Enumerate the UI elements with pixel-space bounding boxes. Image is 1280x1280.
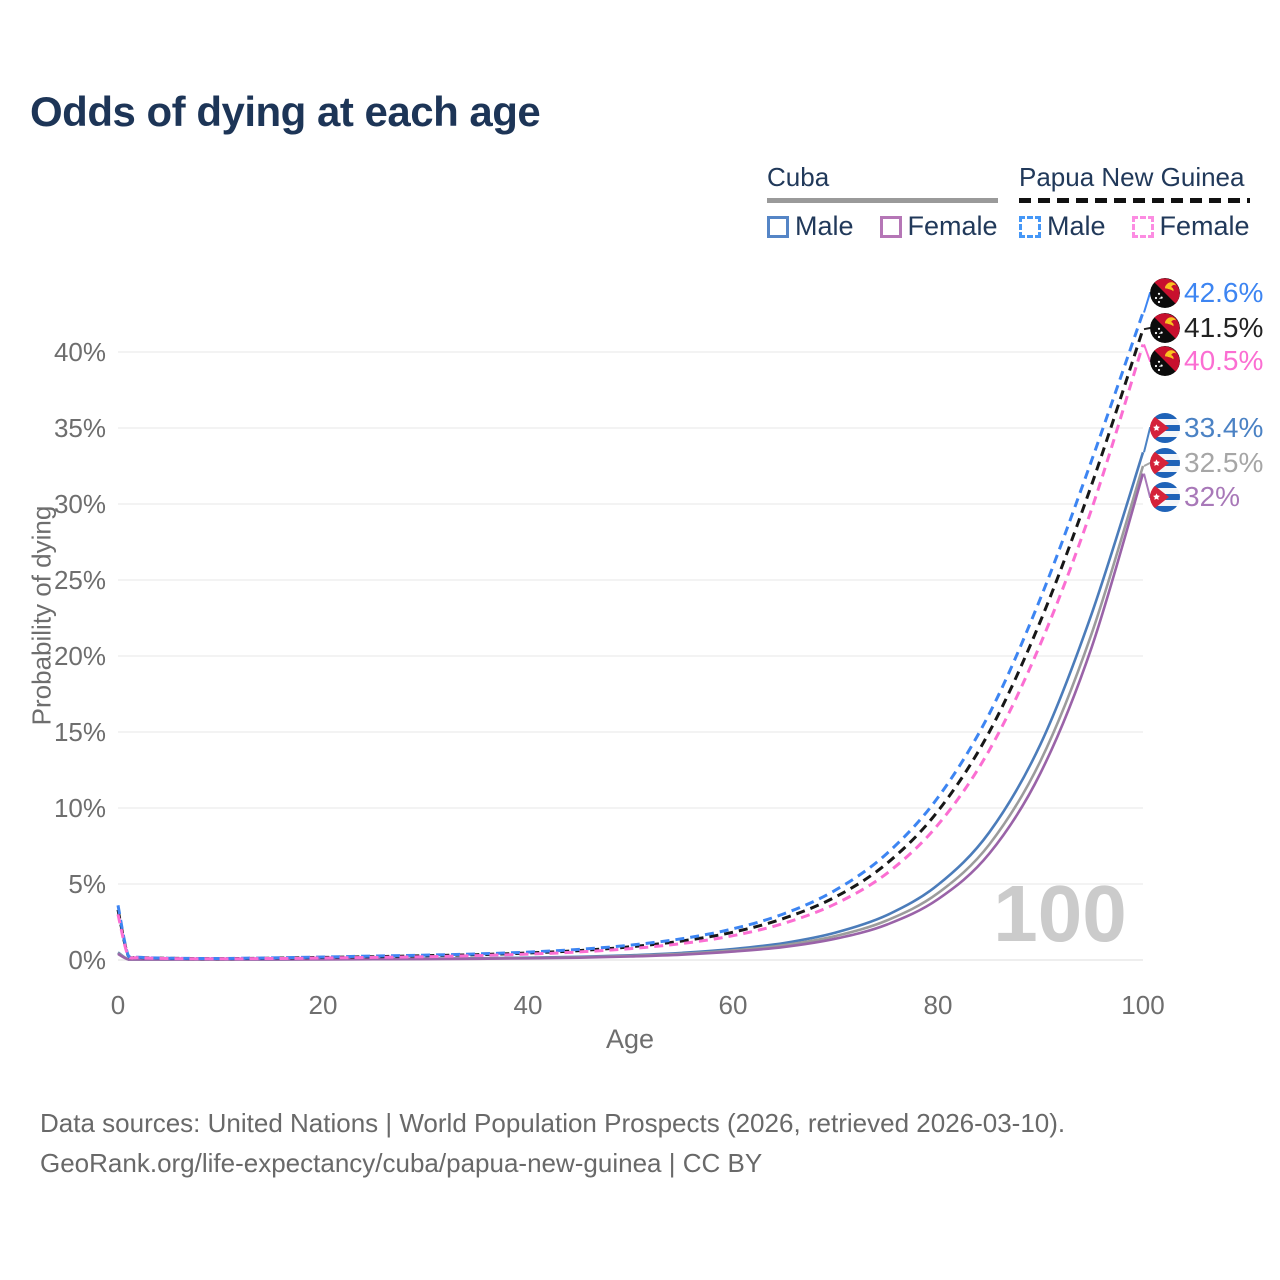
y-tick-label: 35% — [53, 413, 106, 443]
end-label-cuba-male: 33.4% — [1150, 412, 1263, 444]
legend-title-cuba: Cuba — [767, 162, 830, 192]
x-tick-label: 40 — [513, 990, 543, 1020]
png-female-swatch-icon — [1131, 215, 1154, 238]
y-tick-label: 40% — [53, 337, 106, 367]
legend-underline-png-dashed — [1019, 198, 1250, 203]
x-tick-label: 20 — [308, 990, 338, 1020]
watermark-age-100: 100 — [993, 869, 1127, 958]
x-axis-title: Age — [605, 1024, 655, 1054]
y-tick-label: 25% — [53, 565, 106, 595]
legend-item-cuba-male[interactable]: Male — [767, 211, 854, 242]
end-label-cuba-female: 32% — [1150, 481, 1240, 513]
end-label-value: 40.5% — [1184, 345, 1264, 376]
y-tick-label: 5% — [68, 869, 106, 899]
x-tick-label: 100 — [1121, 990, 1165, 1020]
end-label-value: 32.5% — [1184, 447, 1264, 478]
cuba-flag-icon — [1150, 413, 1180, 443]
cuba-male-swatch-icon — [767, 215, 789, 238]
papua-new-guinea-flag-icon — [1150, 278, 1180, 308]
legend-group-papua-new-guinea: Papua New Guinea Male Female — [1019, 162, 1250, 242]
end-label-value: 33.4% — [1184, 412, 1264, 443]
png-male-swatch-icon — [1019, 215, 1041, 238]
y-tick-label: 10% — [53, 793, 106, 823]
footer-attribution: GeoRank.org/life-expectancy/cuba/papua-n… — [40, 1148, 763, 1178]
legend-item-cuba-female[interactable]: Female — [879, 211, 998, 242]
legend-label-png-male: Male — [1047, 211, 1106, 241]
legend-label-cuba-female: Female — [907, 211, 998, 241]
legend-label-cuba-male: Male — [795, 211, 854, 241]
legend-title-papua-new-guinea: Papua New Guinea — [1019, 162, 1245, 192]
end-label-value: 42.6% — [1184, 277, 1264, 308]
end-label-papua-new-guinea-male: 42.6% — [1150, 277, 1263, 309]
cuba-female-swatch-icon — [879, 215, 902, 238]
legend-group-cuba: Cuba Male Female — [767, 162, 998, 242]
cuba-flag-icon — [1150, 482, 1180, 512]
cuba-flag-icon — [1150, 448, 1180, 478]
x-tick-label: 0 — [110, 990, 126, 1020]
x-tick-label: 60 — [718, 990, 748, 1020]
x-tick-label: 80 — [923, 990, 953, 1020]
legend-item-png-male[interactable]: Male — [1019, 211, 1106, 242]
y-tick-label: 20% — [53, 641, 106, 671]
y-tick-label: 30% — [53, 489, 106, 519]
y-tick-label: 15% — [53, 717, 106, 747]
end-label-papua-new-guinea-female: 40.5% — [1150, 345, 1263, 377]
end-label-papua-new-guinea-both-sexes: 41.5% — [1150, 312, 1263, 344]
y-axis-title: Probability of dying — [26, 505, 57, 726]
series-line-papua-new-guinea-both-sexes — [116, 328, 1145, 961]
series-line-papua-new-guinea-female — [116, 343, 1145, 961]
gridlines — [118, 351, 1143, 961]
y-tick-label: 0% — [68, 945, 106, 975]
legend-label-png-female: Female — [1159, 211, 1250, 241]
end-label-value: 32% — [1184, 481, 1241, 512]
footer-data-sources: Data sources: United Nations | World Pop… — [40, 1108, 1066, 1138]
series-line-papua-new-guinea-male — [116, 312, 1145, 961]
papua-new-guinea-flag-icon — [1150, 346, 1180, 376]
end-label-cuba-both-sexes: 32.5% — [1150, 447, 1263, 479]
legend-item-png-female[interactable]: Female — [1131, 211, 1250, 242]
page-title: Odds of dying at each age — [30, 88, 541, 135]
end-label-value: 41.5% — [1184, 312, 1264, 343]
legend-underline-cuba-solid — [767, 198, 998, 203]
papua-new-guinea-flag-icon — [1150, 313, 1180, 343]
